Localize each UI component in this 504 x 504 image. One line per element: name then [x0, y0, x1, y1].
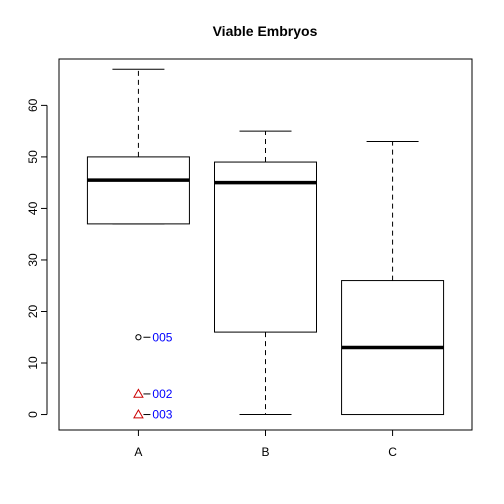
y-tick-label: 60 [26, 98, 40, 112]
boxes [86, 68, 445, 416]
box-B [214, 130, 317, 416]
x-axis: A B C [134, 429, 397, 459]
outlier-label: 003 [152, 408, 172, 422]
x-tick-label: A [134, 445, 142, 459]
y-tick-label: 50 [26, 150, 40, 164]
outlier-point [133, 409, 144, 419]
outliers: 005 002 003 [133, 330, 173, 422]
y-tick-label: 0 [26, 411, 40, 418]
outlier-point [133, 388, 144, 398]
iqr-box [86, 156, 190, 225]
x-tick-label: C [388, 445, 397, 459]
box-A [86, 68, 190, 225]
chart-title: Viable Embryos [213, 23, 318, 39]
y-tick-label: 20 [26, 304, 40, 318]
y-tick-label: 30 [26, 253, 40, 267]
x-tick-label: B [261, 445, 269, 459]
y-axis: 0 10 20 30 40 50 60 [26, 98, 48, 418]
outlier-point [135, 334, 142, 341]
y-tick-label: 40 [26, 201, 40, 215]
iqr-box [214, 161, 317, 333]
box-C [341, 140, 445, 416]
y-tick-label: 10 [26, 356, 40, 370]
outlier-label: 005 [152, 330, 172, 344]
outlier-label: 002 [152, 387, 172, 401]
